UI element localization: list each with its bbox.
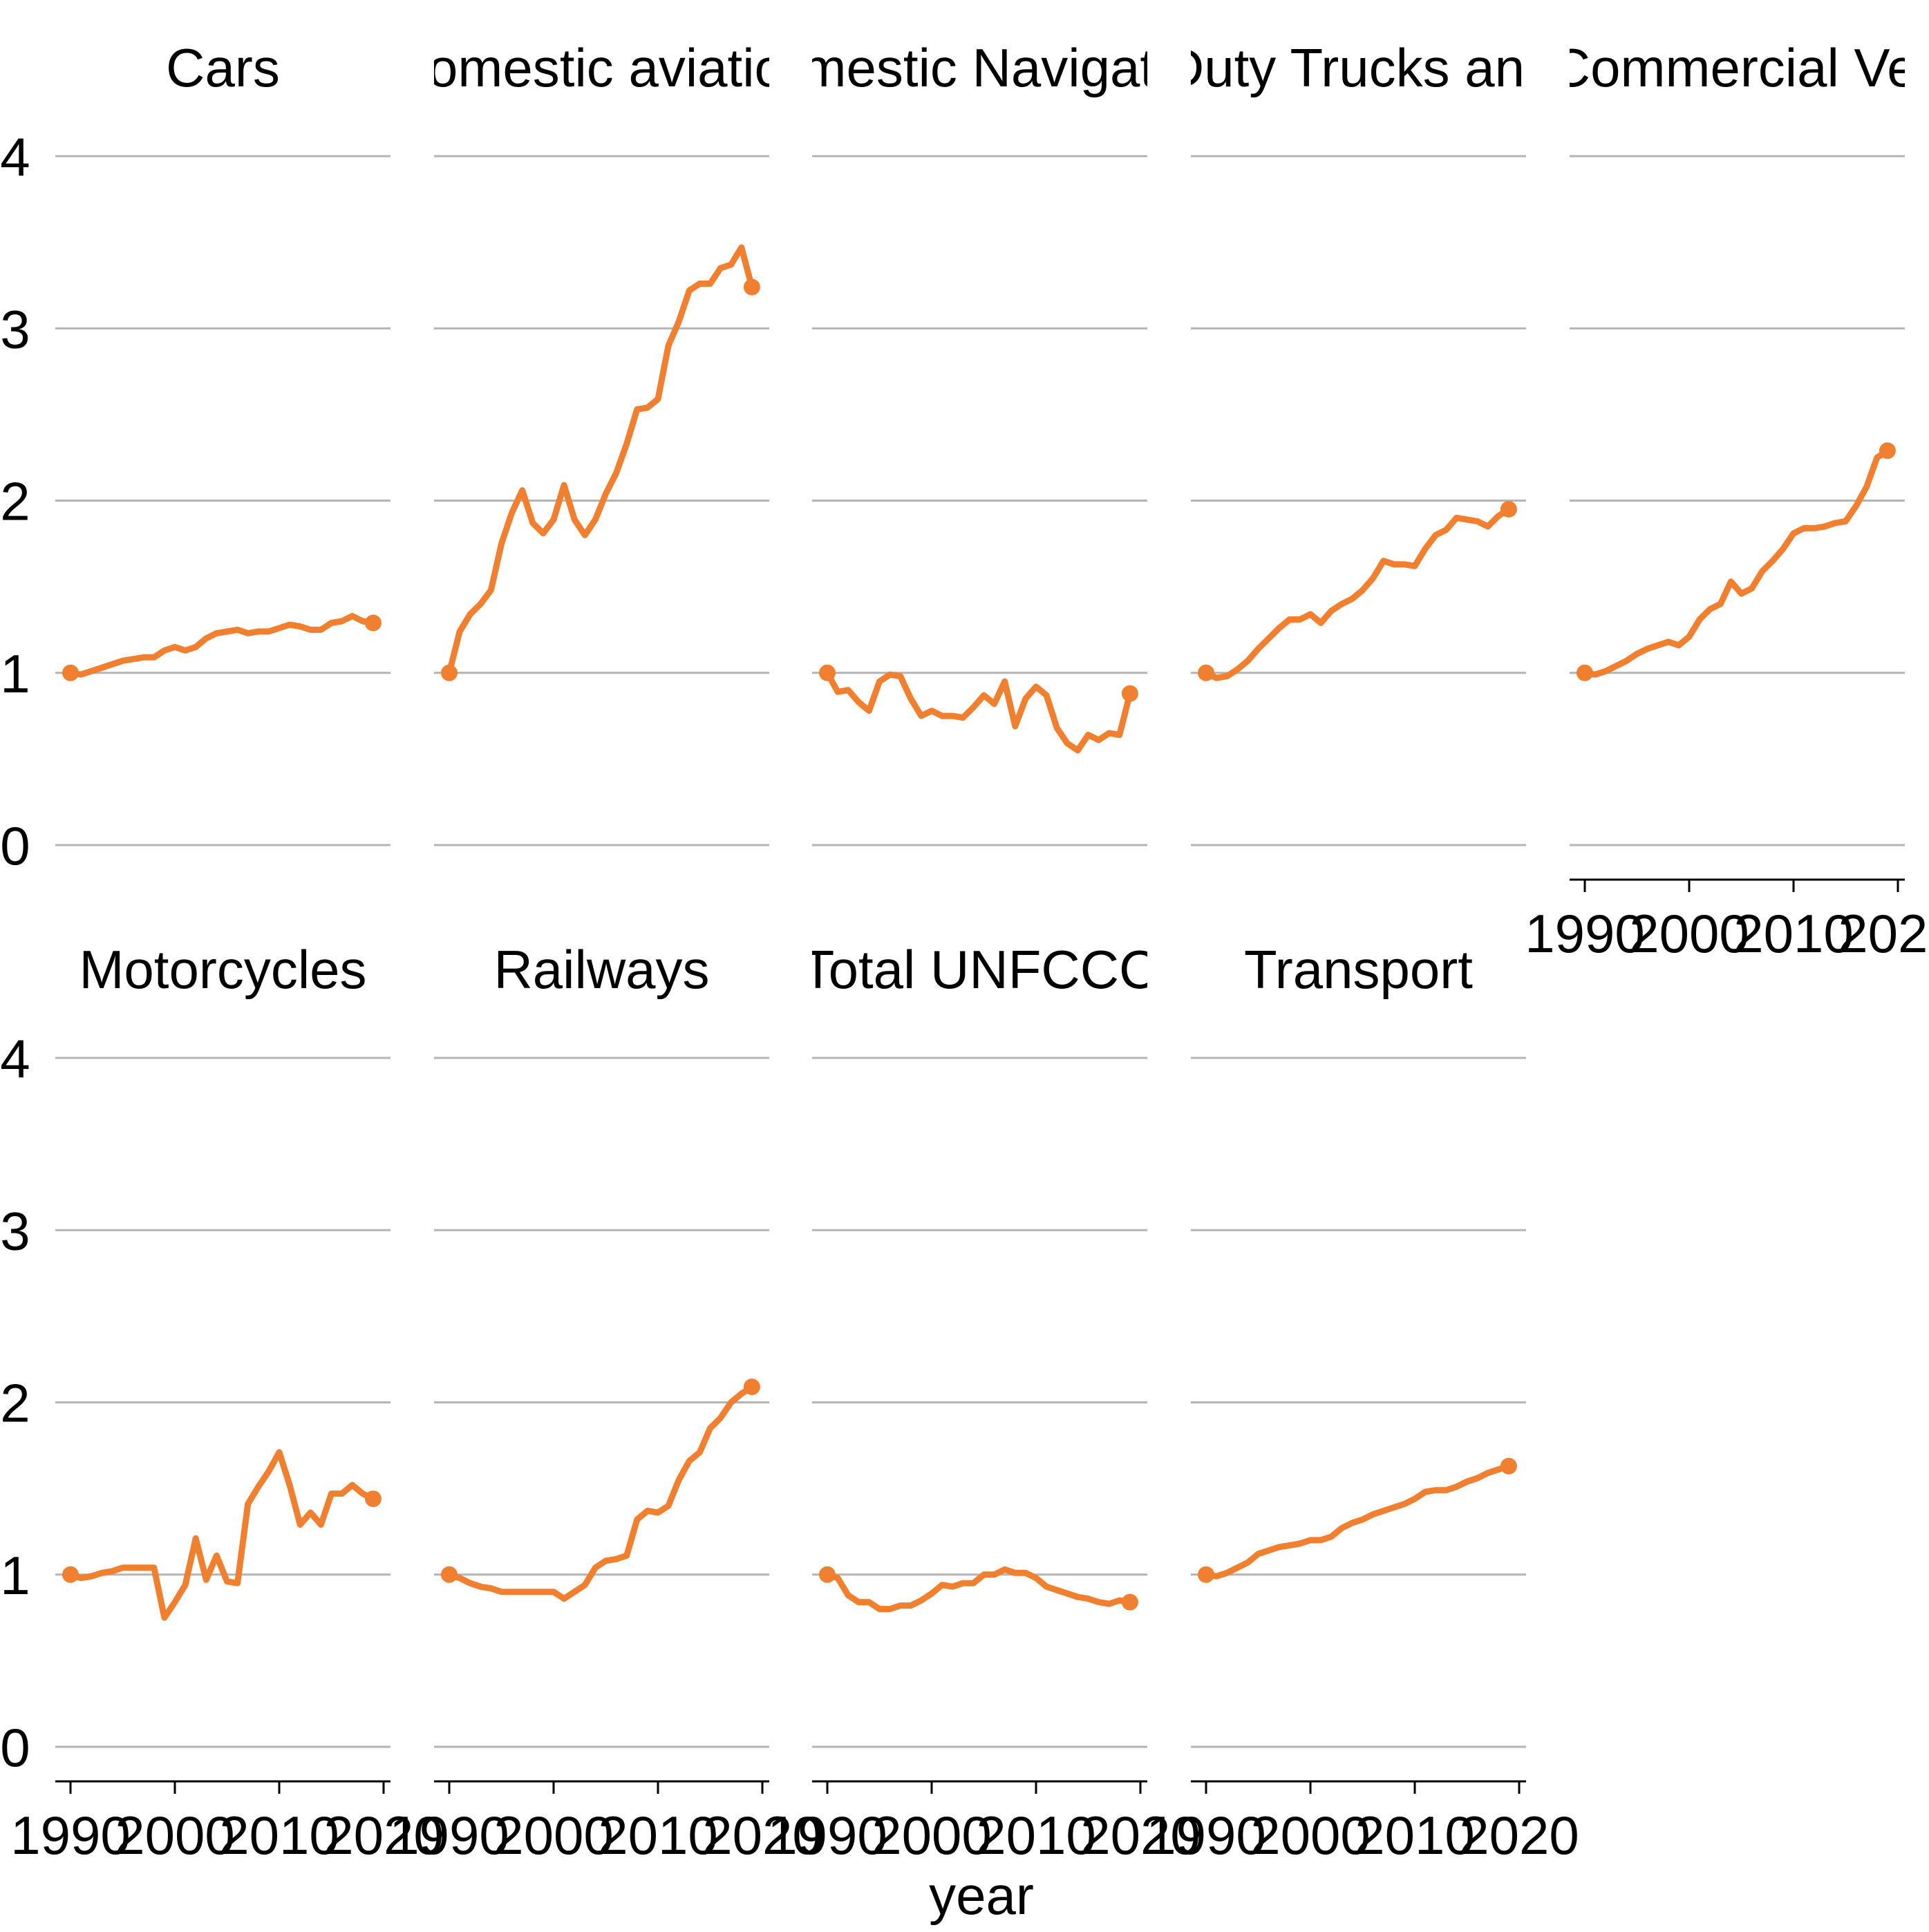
y-tick-label: 2 — [0, 471, 30, 532]
series-line — [824, 670, 1133, 754]
y-tick-label: 1 — [0, 1545, 30, 1606]
series-start-point — [1198, 664, 1214, 681]
x-tick-label: 2000 — [872, 1805, 992, 1866]
series-line — [824, 1566, 1133, 1613]
series-start-point — [819, 664, 836, 681]
panel-title: Domestic aviation — [389, 37, 815, 98]
panel-title: Domestic Navigation — [733, 37, 1227, 98]
series-line — [1581, 447, 1891, 678]
series-end-point — [364, 614, 382, 632]
y-tick-label: 3 — [0, 299, 30, 359]
x-tick-label: 1990 — [1146, 1805, 1266, 1866]
panel-0: Cars 0 1 2 3 4 — [0, 37, 390, 876]
series-end-point — [1500, 1457, 1517, 1475]
x-tick-label: 2020 — [1838, 903, 1929, 964]
series-end-point — [364, 1490, 382, 1508]
series-start-point — [62, 664, 79, 681]
x-tick-label: 2000 — [1250, 1805, 1371, 1866]
panel-3: Heavy Duty Trucks and Buses — [997, 37, 1720, 846]
series-end-point — [743, 1379, 760, 1396]
panel-title: Motorcycles — [79, 939, 366, 1000]
y-tick-label: 2 — [0, 1373, 30, 1434]
series-line — [67, 1449, 377, 1621]
panel-title: Transport — [1244, 939, 1473, 1000]
x-tick-label: 1990 — [389, 1805, 509, 1866]
panel-title: Railways — [493, 939, 709, 1000]
panel-1: Domestic aviation — [389, 37, 815, 846]
x-tick-label: 1990 — [1525, 903, 1645, 964]
y-tick-label: 3 — [0, 1200, 30, 1261]
panel-title: Light Commercial Vehicles — [1420, 37, 1929, 98]
series-start-point — [441, 664, 458, 681]
series-start-point — [1198, 1566, 1214, 1583]
series-start-point — [1577, 664, 1593, 681]
panel-title: Cars — [166, 37, 280, 98]
y-tick-label: 0 — [0, 815, 30, 876]
x-tick-label: 2010 — [598, 1805, 718, 1866]
panel-title: Total UNFCCC — [802, 939, 1158, 1000]
y-tick-label: 1 — [0, 643, 30, 704]
series-line — [67, 613, 377, 678]
series-line — [1203, 506, 1512, 681]
y-tick-label: 0 — [0, 1717, 30, 1778]
y-tick-label: 4 — [0, 1028, 30, 1089]
x-tick-label: 2020 — [323, 1805, 444, 1866]
panel-2: Domestic Navigation — [733, 37, 1227, 846]
panel-title: Heavy Duty Trucks and Buses — [997, 37, 1720, 98]
x-tick-label: 2000 — [493, 1805, 614, 1866]
series-line — [446, 1383, 755, 1602]
x-tick-label: 1990 — [10, 1805, 131, 1866]
series-start-point — [819, 1566, 836, 1583]
x-tick-label: 2020 — [702, 1805, 822, 1866]
series-start-point — [441, 1566, 458, 1583]
y-tick-label: 4 — [0, 126, 30, 187]
x-tick-label: 2010 — [1733, 903, 1854, 964]
series-end-point — [1121, 1593, 1138, 1611]
x-axis-title: year — [929, 1865, 1034, 1926]
series-start-point — [62, 1566, 79, 1583]
panel-4: Light Commercial Vehicles 199020002010202… — [1420, 37, 1929, 964]
x-tick-label: 2010 — [219, 1805, 339, 1866]
x-tick-label: 2000 — [115, 1805, 235, 1866]
series-end-point — [743, 278, 760, 296]
x-tick-label: 2010 — [976, 1805, 1096, 1866]
x-tick-label: 1990 — [767, 1805, 887, 1866]
x-tick-label: 2020 — [1080, 1805, 1201, 1866]
x-tick-label: 2020 — [1459, 1805, 1579, 1866]
series-end-point — [1500, 500, 1517, 518]
series-end-point — [1879, 442, 1896, 460]
series-line — [446, 244, 755, 676]
x-tick-label: 2010 — [1355, 1805, 1475, 1866]
x-tick-label: 2000 — [1629, 903, 1749, 964]
series-end-point — [1121, 685, 1138, 702]
series-line — [1203, 1463, 1512, 1580]
